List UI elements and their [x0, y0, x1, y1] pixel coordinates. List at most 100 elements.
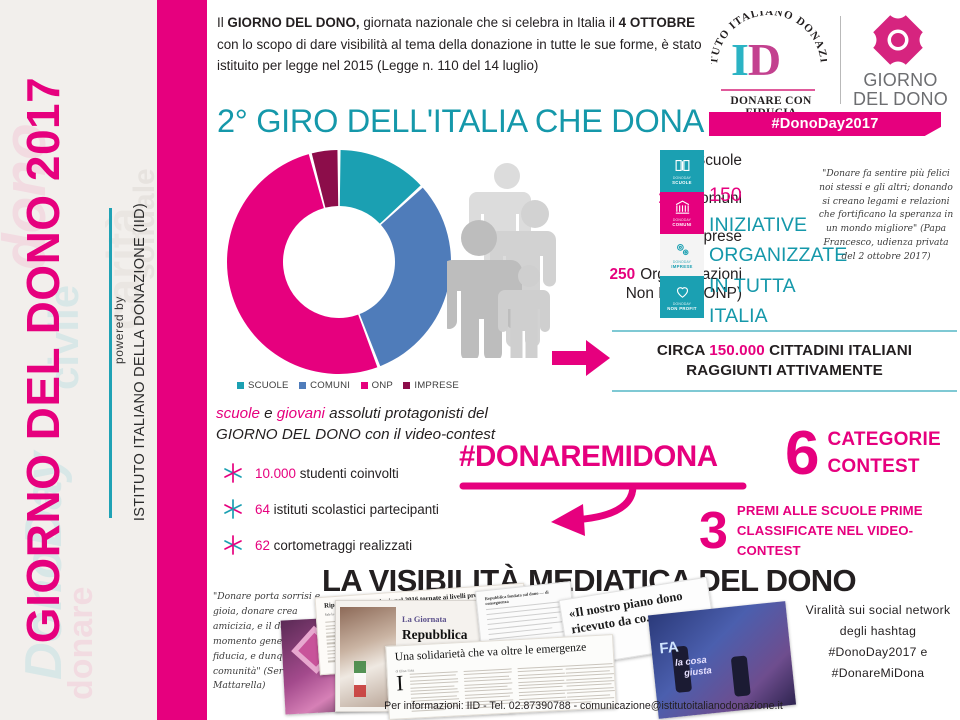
intro-bold-date: 4 OTTOBRE [618, 15, 696, 30]
badge-sub: DONODAY [672, 218, 692, 222]
press-clippings-collage: Ripartono le donazioni: nel 2016 tornate… [280, 576, 855, 720]
bank-icon [675, 200, 689, 214]
list-item-label: cortometraggi realizzati [269, 537, 413, 553]
six-number: 6 [785, 418, 820, 488]
three-number: 3 [699, 501, 728, 560]
six-labels: CATEGORIE CONTEST [827, 427, 940, 481]
intro-mid-2: con lo scopo di dare visibilità al tema … [217, 36, 702, 74]
left-vertical-band: dono civile carità solidale DonoDay dona… [0, 0, 157, 720]
list-item-number: 10.000 [255, 465, 296, 481]
badge-imprese: DONODAY IMPRESE [660, 234, 704, 276]
right-arrow-icon [552, 338, 612, 378]
list-item-text: 62 cortometraggi realizzati [255, 538, 412, 553]
donaremidona-block: #DONAREMIDONA [459, 440, 759, 550]
three-label-1: PREMI ALLE SCUOLE PRIME [736, 503, 923, 519]
list-item: 10.000 studenti coinvolti [221, 455, 511, 491]
legend-label: SCUOLE [248, 380, 289, 391]
powered-by-block: powered by ISTITUTO ITALIANO DELLA DONAZ… [78, 0, 156, 720]
scuole-giovani-line: scuole e giovani assoluti protagonisti d… [216, 404, 516, 446]
pie-slice-imprese [311, 150, 339, 208]
viralita-social-text: Viralità sui social network degli hashta… [805, 603, 951, 680]
logo-divider [840, 16, 842, 104]
giovani-word: giovani [276, 405, 325, 422]
giorno-del-dono-logo: GIORNO DEL DONO [847, 7, 953, 113]
divider-rule [612, 390, 957, 393]
badge-sub: DONODAY [672, 260, 692, 264]
list-item-text: 64 istituti scolastici partecipanti [255, 502, 439, 517]
three-prizes-block: 3 PREMI ALLE SCUOLE PRIME CLASSIFICATE N… [699, 500, 960, 562]
scuole-mid: e [259, 405, 277, 422]
legend-item: IMPRESE [403, 380, 459, 391]
page-title: GIORNO DEL DONO 2017 [17, 76, 69, 644]
three-label-2: CLASSIFICATE NEL VIDEO-CONTEST [736, 523, 914, 558]
vertical-title-container: GIORNO DEL DONO 2017 [10, 0, 76, 720]
iniziative-line-2: ORGANIZZATE [709, 244, 848, 267]
badge-comuni: DONODAY COMUNI [660, 192, 704, 234]
gdd-line-2: DEL DONO [852, 88, 948, 109]
iid-arc-text: ISTITUTO ITALIANO DONAZIONE [711, 11, 827, 69]
list-item: 64 istituti scolastici partecipanti [221, 491, 511, 527]
circa-number: 150.000 [709, 342, 765, 359]
curved-arrow-icon [455, 466, 755, 546]
list-item-label: istituti scolastici partecipanti [269, 501, 439, 517]
intro-paragraph: Il GIORNO DEL DONO, giornata nazionale c… [217, 12, 707, 77]
asterisk-icon [221, 461, 245, 485]
badge-sub: DONODAY [672, 176, 692, 180]
iid-rule [721, 89, 815, 91]
main-content: Il GIORNO DEL DONO, giornata nazionale c… [207, 0, 960, 720]
clipping-headline: Una solidarietà che va oltre le emergenz… [394, 640, 587, 664]
six-label-1: CATEGORIE [827, 429, 941, 451]
intro-prefix: Il [217, 15, 228, 30]
iid-monogram: ID [731, 34, 781, 85]
six-categories-block: 6 CATEGORIE CONTEST [785, 418, 960, 490]
scuole-line-2: GIORNO DEL DONO con il video-contest [216, 425, 496, 443]
asterisk-icon [221, 533, 245, 557]
tv-figure [730, 655, 751, 697]
list-item-label: studenti coinvolti [295, 465, 399, 481]
organization-name: ISTITUTO ITALIANO DELLA DONAZIONE (IID) [132, 202, 148, 522]
legend-item: SCUOLE [237, 380, 289, 391]
intro-mid-1: giornata nazionale che si celebra in Ita… [359, 15, 619, 30]
stat-value: 250 [609, 266, 636, 283]
pie-slice-onp [227, 154, 378, 374]
six-label-2: CONTEST [827, 456, 920, 477]
pie-slice-comuni [359, 187, 451, 367]
papa-francesco-quote: "Donare fa sentire più felici noi stessi… [818, 169, 954, 262]
footer-contact-info: Per informazioni: IID - Tel. 02.87390788… [384, 700, 783, 712]
legend-label: IMPRESE [414, 380, 459, 391]
diamond-flower-icon [859, 7, 938, 73]
list-item-text: 10.000 studenti coinvolti [255, 466, 399, 481]
donut-chart: SCUOLE COMUNI ONP IMPRESE [225, 148, 460, 393]
badge-label: IMPRESE [671, 264, 693, 269]
section-headline: 2° GIRO DELL'ITALIA CHE DONA [217, 103, 705, 139]
divider-rule [612, 330, 957, 332]
iniziative-block: 150 INIZIATIVE ORGANIZZATE IN TUTTA ITAL… [709, 180, 848, 331]
tv-caption-fa: FA [658, 638, 680, 658]
badge-scuole: DONODAY SCUOLE [660, 150, 704, 192]
intro-bold-giorno-del-dono: GIORNO DEL DONO, [227, 15, 360, 30]
chart-legend: SCUOLE COMUNI ONP IMPRESE [237, 380, 459, 391]
circa-line-2: RAGGIUNTI ATTIVAMENTE [686, 362, 883, 380]
three-labels: PREMI ALLE SCUOLE PRIME CLASSIFICATE NEL… [737, 501, 960, 560]
logo-row: ISTITUTO ITALIANO DONAZIONE ID DONARE CO… [703, 6, 953, 119]
list-item: 62 cortometraggi realizzati [221, 527, 511, 563]
iniziative-line-1: 150 INIZIATIVE [709, 180, 837, 240]
gdd-line-1: GIORNO [863, 70, 938, 90]
legend-label: COMUNI [310, 380, 351, 391]
badge-sub: DONODAY [672, 302, 692, 306]
list-item-number: 64 [255, 501, 270, 517]
iniziative-count: 150 [709, 184, 742, 206]
list-item-number: 62 [255, 537, 270, 553]
powered-by-label: powered by [112, 295, 126, 365]
book-icon [675, 159, 689, 172]
clipping-kicker: La Giornata [402, 615, 447, 624]
mattarella-quote: "Donare porta sorrisi e gioia, donare cr… [213, 591, 322, 692]
circa-text: CIRCA 150.000 CITTADINI ITALIANI RAGGIUN… [612, 332, 957, 390]
scuole-rest: assoluti protagonisti del [324, 405, 488, 422]
donaremidona-hashtag: #DONAREMIDONA [459, 440, 718, 473]
pink-accent-stripe [157, 0, 207, 720]
legend-item: ONP [360, 380, 393, 391]
iniziative-line-3: IN TUTTA ITALIA [709, 274, 795, 327]
stat-label: Scuole [694, 152, 742, 169]
badge-label: NON PROFIT [667, 306, 697, 311]
